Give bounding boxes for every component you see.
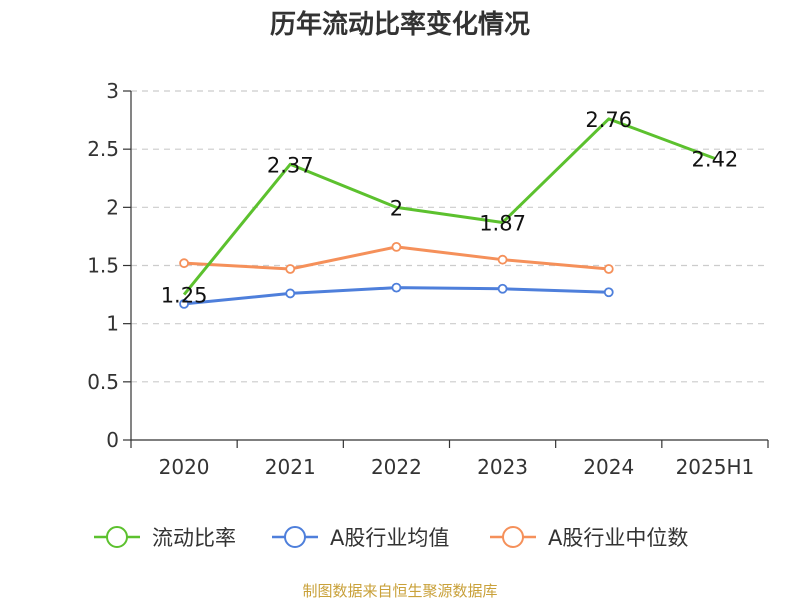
data-label: 2.37 — [267, 153, 314, 177]
y-tick-label: 3 — [106, 79, 119, 103]
series-point — [285, 288, 296, 299]
series-point — [179, 298, 189, 309]
y-tick-label: 0 — [106, 428, 119, 452]
legend-marker — [284, 526, 306, 548]
data-labels: 1.25 2.37 2 1.87 2.76 2.42 — [161, 108, 739, 308]
legend-label: 流动比率 — [152, 526, 236, 550]
legend-label: A股行业中位数 — [548, 526, 688, 550]
x-tick-label: 2020 — [159, 455, 210, 479]
y-tick-label: 1 — [106, 312, 119, 336]
data-label: 2.42 — [692, 147, 739, 171]
series-point — [179, 258, 189, 269]
series-line — [182, 117, 716, 296]
x-tick-label: 2023 — [477, 455, 528, 479]
series-point — [497, 283, 508, 294]
legend-marker — [106, 526, 128, 548]
source-note: 制图数据来自恒生聚源数据库 — [302, 582, 497, 600]
x-tick-label: 2022 — [371, 455, 422, 479]
data-label: 1.87 — [479, 211, 526, 235]
grid-lines — [131, 90, 768, 383]
chart-title: 历年流动比率变化情况 — [270, 9, 530, 40]
series-lines — [179, 117, 716, 309]
series-point — [497, 254, 508, 265]
legend-marker — [502, 526, 524, 548]
series-point — [603, 287, 614, 298]
x-tick-label: 2021 — [265, 455, 316, 479]
y-tick-label: 0.5 — [87, 370, 119, 394]
legend: 流动比率 A股行业均值 A股行业中位数 — [94, 526, 688, 550]
series-point — [391, 282, 402, 293]
data-label: 2 — [390, 196, 403, 220]
legend-label: A股行业均值 — [330, 526, 449, 550]
y-tick-label: 2 — [106, 195, 119, 219]
data-label: 1.25 — [161, 284, 208, 308]
x-tick-label: 2025H1 — [676, 455, 755, 479]
series-point — [603, 264, 614, 274]
data-label: 2.76 — [585, 108, 632, 132]
axes: 0 0.5 1 1.5 2 2.5 3 2020 2021 2022 2023 2024 2025H1 — [87, 79, 769, 479]
y-tick-label: 1.5 — [87, 254, 119, 278]
series-point — [285, 264, 296, 274]
series-point — [391, 241, 402, 252]
y-tick-label: 2.5 — [87, 137, 119, 161]
x-tick-label: 2024 — [583, 455, 634, 479]
